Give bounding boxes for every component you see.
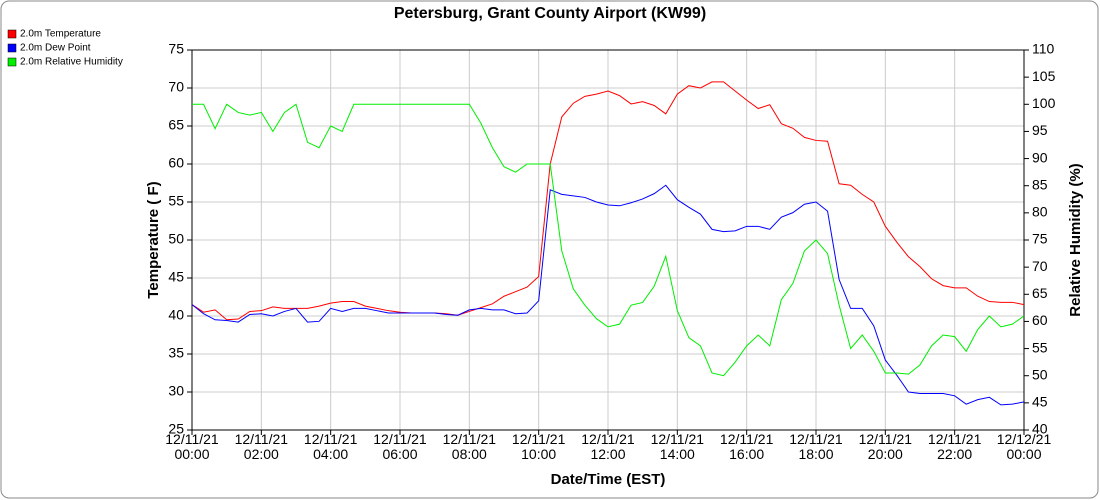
x-tick-label: 12/11/21 18:00	[789, 431, 843, 462]
y2-tick-label: 65	[1032, 285, 1048, 301]
y2-tick-label: 95	[1032, 122, 1048, 138]
legend-swatch	[7, 29, 17, 39]
series-line	[191, 184, 1025, 406]
y2-tick-label: 45	[1032, 394, 1048, 410]
y2-tick-label: 105	[1032, 68, 1056, 84]
x-tick-label: 12/11/21 10:00	[511, 431, 566, 462]
x-tick-label: 12/11/21 12:00	[581, 431, 635, 462]
x-tick-label: 12/11/21 02:00	[234, 431, 289, 462]
y2-tick-label: 110	[1032, 41, 1055, 57]
y-axis-label: Temperature ( F)	[145, 181, 162, 298]
x-axis-label: Date/Time (EST)	[551, 471, 666, 488]
y2-tick-label: 50	[1032, 366, 1048, 382]
legend-swatch	[7, 57, 17, 67]
x-tick-label: 12/11/21 20:00	[858, 431, 913, 462]
legend-label: 2.0m Temperature	[20, 29, 101, 40]
y-tick-label: 45	[168, 269, 184, 285]
y-tick-label: 75	[168, 41, 184, 57]
y-tick-label: 60	[168, 155, 184, 171]
legend-label: 2.0m Dew Point	[20, 43, 91, 54]
y2-tick-label: 60	[1032, 312, 1048, 328]
x-tick-label: 12/11/21 16:00	[719, 431, 774, 462]
x-tick-label: 12/11/21 14:00	[650, 431, 705, 462]
y-tick-label: 55	[168, 193, 184, 209]
y2-tick-label: 55	[1032, 339, 1048, 355]
y-tick-label: 50	[168, 231, 184, 247]
y2-tick-label: 75	[1032, 231, 1048, 247]
legend-swatch	[7, 43, 17, 53]
y2-axis-label: Relative Humidity (%)	[1067, 163, 1084, 316]
x-tick-label: 12/11/21 00:00	[165, 431, 219, 462]
y2-tick-label: 80	[1032, 204, 1048, 220]
x-tick-label: 12/11/21 06:00	[373, 431, 427, 462]
x-tick-label: 12/11/21 04:00	[303, 431, 358, 462]
y-tick-label: 40	[168, 307, 184, 323]
y2-tick-label: 70	[1032, 258, 1048, 274]
x-tick-label: 12/11/21 22:00	[927, 431, 982, 462]
y-tick-label: 25	[168, 421, 184, 437]
y-tick-label: 65	[168, 117, 184, 133]
series-line	[192, 103, 1025, 377]
plot-border	[191, 49, 1025, 431]
y2-tick-label: 90	[1032, 149, 1048, 165]
y2-tick-label: 100	[1032, 95, 1056, 111]
y-tick-label: 35	[168, 345, 184, 361]
chart-title: Petersburg, Grant County Airport (KW99)	[394, 5, 706, 22]
series-line	[191, 81, 1025, 321]
y-tick-label: 30	[168, 383, 184, 399]
y-tick-label: 70	[168, 79, 184, 95]
y2-tick-label: 40	[1032, 421, 1048, 437]
y2-tick-label: 85	[1032, 176, 1048, 192]
x-tick-label: 12/12/21 00:00	[996, 431, 1052, 462]
x-tick-label: 12/11/21 08:00	[442, 431, 497, 462]
legend-label: 2.0m Relative Humidity	[20, 57, 123, 68]
